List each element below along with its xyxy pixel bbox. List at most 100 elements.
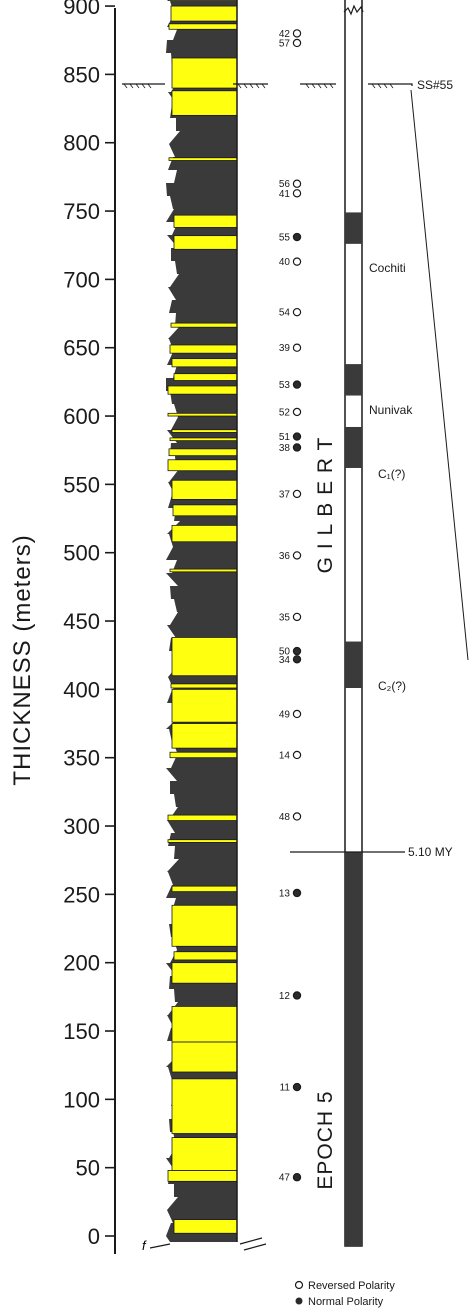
sandstone-bed bbox=[169, 344, 238, 354]
svg-text:5.10 MY: 5.10 MY bbox=[408, 845, 453, 859]
sample-site-label: 53 bbox=[279, 380, 291, 391]
sandstone-bed bbox=[167, 459, 238, 472]
reversed-polarity-marker bbox=[292, 709, 302, 719]
sandstone-bed bbox=[168, 157, 238, 161]
sandstone-bed bbox=[170, 683, 238, 689]
sandstone-bed bbox=[170, 5, 238, 22]
sample-site-label: 11 bbox=[280, 1083, 291, 1094]
reversed-polarity-marker bbox=[292, 29, 302, 38]
sample-site-label: 34 bbox=[279, 655, 291, 666]
sandstone-bed bbox=[171, 962, 238, 984]
reversed-polarity-marker bbox=[292, 551, 302, 560]
reversed-polarity-marker bbox=[292, 179, 302, 188]
tick-label: 500 bbox=[63, 541, 100, 566]
sample-site-label: 39 bbox=[279, 343, 291, 354]
sandstone-bed bbox=[168, 23, 238, 30]
tick-label: 900 bbox=[63, 0, 100, 19]
tick-label: 350 bbox=[63, 746, 100, 771]
sample-site-label: 54 bbox=[279, 308, 291, 319]
normal-polarity-interval bbox=[345, 851, 362, 1246]
normal-polarity-interval bbox=[345, 364, 362, 396]
sample-site-label: 41 bbox=[279, 189, 291, 200]
sandstone-bed bbox=[171, 429, 238, 433]
sandstone-bed bbox=[169, 751, 238, 759]
tick-label: 700 bbox=[63, 267, 100, 292]
c2-label: C₂(?) bbox=[378, 679, 406, 693]
sample-site-label: 47 bbox=[279, 1173, 291, 1184]
sandstone-bed bbox=[171, 1078, 238, 1134]
column-top-break bbox=[343, 4, 364, 16]
legend-normal-label: Normal Polarity bbox=[308, 1296, 384, 1308]
normal-polarity-marker bbox=[292, 380, 302, 389]
sandstone-bed bbox=[167, 1170, 238, 1182]
normal-polarity-interval bbox=[345, 212, 362, 244]
reversed-polarity-marker bbox=[292, 612, 302, 622]
sample-site-label: 40 bbox=[279, 257, 291, 268]
sandstone-bed bbox=[171, 524, 238, 543]
sandstone-bed bbox=[167, 385, 238, 395]
section-label: SS#55 bbox=[417, 78, 453, 92]
fault-symbol: f bbox=[142, 1237, 267, 1253]
svg-text:f: f bbox=[142, 1238, 147, 1253]
sandstone-bed bbox=[172, 504, 238, 517]
tick-label: 200 bbox=[63, 951, 100, 976]
sandstone-bed bbox=[170, 322, 238, 328]
sample-site-label: 13 bbox=[279, 888, 291, 899]
sample-site-label: 36 bbox=[279, 551, 291, 562]
sandstone-bed bbox=[173, 214, 238, 228]
sample-site-label: 35 bbox=[279, 612, 291, 623]
sandstone-bed bbox=[171, 723, 238, 749]
normal-polarity-marker bbox=[292, 1173, 302, 1182]
sandstone-bed bbox=[173, 235, 238, 250]
datum-line: SS#55 bbox=[122, 78, 469, 661]
reversed-polarity-marker bbox=[292, 489, 302, 499]
legend: Reversed Polarity Normal Polarity bbox=[294, 1280, 395, 1308]
tick-label: 100 bbox=[63, 1087, 100, 1112]
sample-sites: 5842575641554054395352513837363550344914… bbox=[279, 29, 302, 1184]
tick-label: 850 bbox=[63, 62, 100, 87]
sample-site-label: 14 bbox=[279, 750, 291, 761]
normal-polarity-marker bbox=[292, 232, 302, 242]
sandstone-bed bbox=[169, 568, 238, 573]
tick-label: 250 bbox=[63, 882, 100, 907]
normal-polarity-marker bbox=[292, 646, 302, 656]
correlation-line bbox=[410, 89, 469, 661]
normal-polarity-marker bbox=[292, 991, 302, 1000]
normal-polarity-marker bbox=[292, 432, 302, 441]
sandstone-bed bbox=[173, 951, 238, 961]
sample-site-label: 38 bbox=[279, 443, 291, 454]
sample-site-label: 49 bbox=[279, 709, 291, 720]
sandstone-bed bbox=[171, 479, 238, 500]
gilbert-epoch5-boundary: 5.10 MY bbox=[290, 845, 453, 859]
sample-site-label: 57 bbox=[279, 38, 291, 49]
sample-site-label: 50 bbox=[279, 647, 291, 658]
reversed-polarity-marker bbox=[292, 307, 302, 317]
legend-reversed-marker bbox=[294, 1280, 304, 1290]
tick-label: 300 bbox=[63, 814, 100, 839]
normal-polarity-interval bbox=[345, 426, 362, 468]
sandstone-bed bbox=[173, 373, 238, 381]
lithologic-column: f bbox=[142, 0, 267, 1253]
sandstone-bed bbox=[171, 1041, 238, 1073]
sandstone-bed bbox=[167, 814, 238, 821]
tick-label: 400 bbox=[63, 677, 100, 702]
sandstone-bed bbox=[167, 839, 238, 843]
tick-label: 50 bbox=[76, 1156, 100, 1181]
sample-site-label: 37 bbox=[279, 489, 291, 500]
sample-site-label: 55 bbox=[279, 233, 291, 244]
sample-site-label: 52 bbox=[279, 407, 291, 418]
normal-polarity-marker bbox=[292, 655, 302, 664]
sandstone-bed bbox=[171, 885, 238, 893]
reversed-polarity-marker bbox=[292, 343, 302, 352]
legend-normal-marker bbox=[295, 1297, 303, 1305]
sandstone-bed bbox=[171, 1006, 238, 1043]
gilbert-epoch-label: G I L B E R T bbox=[314, 437, 337, 574]
reversed-polarity-marker bbox=[292, 812, 302, 821]
sample-site-label: 56 bbox=[279, 179, 291, 190]
reversed-polarity-marker bbox=[292, 38, 302, 48]
epoch-5-label: EPOCH 5 bbox=[314, 1090, 337, 1189]
tick-label: 600 bbox=[63, 404, 100, 429]
axis-title: THICKNESS (meters) bbox=[9, 534, 36, 785]
sandstone-bed bbox=[167, 0, 238, 1]
